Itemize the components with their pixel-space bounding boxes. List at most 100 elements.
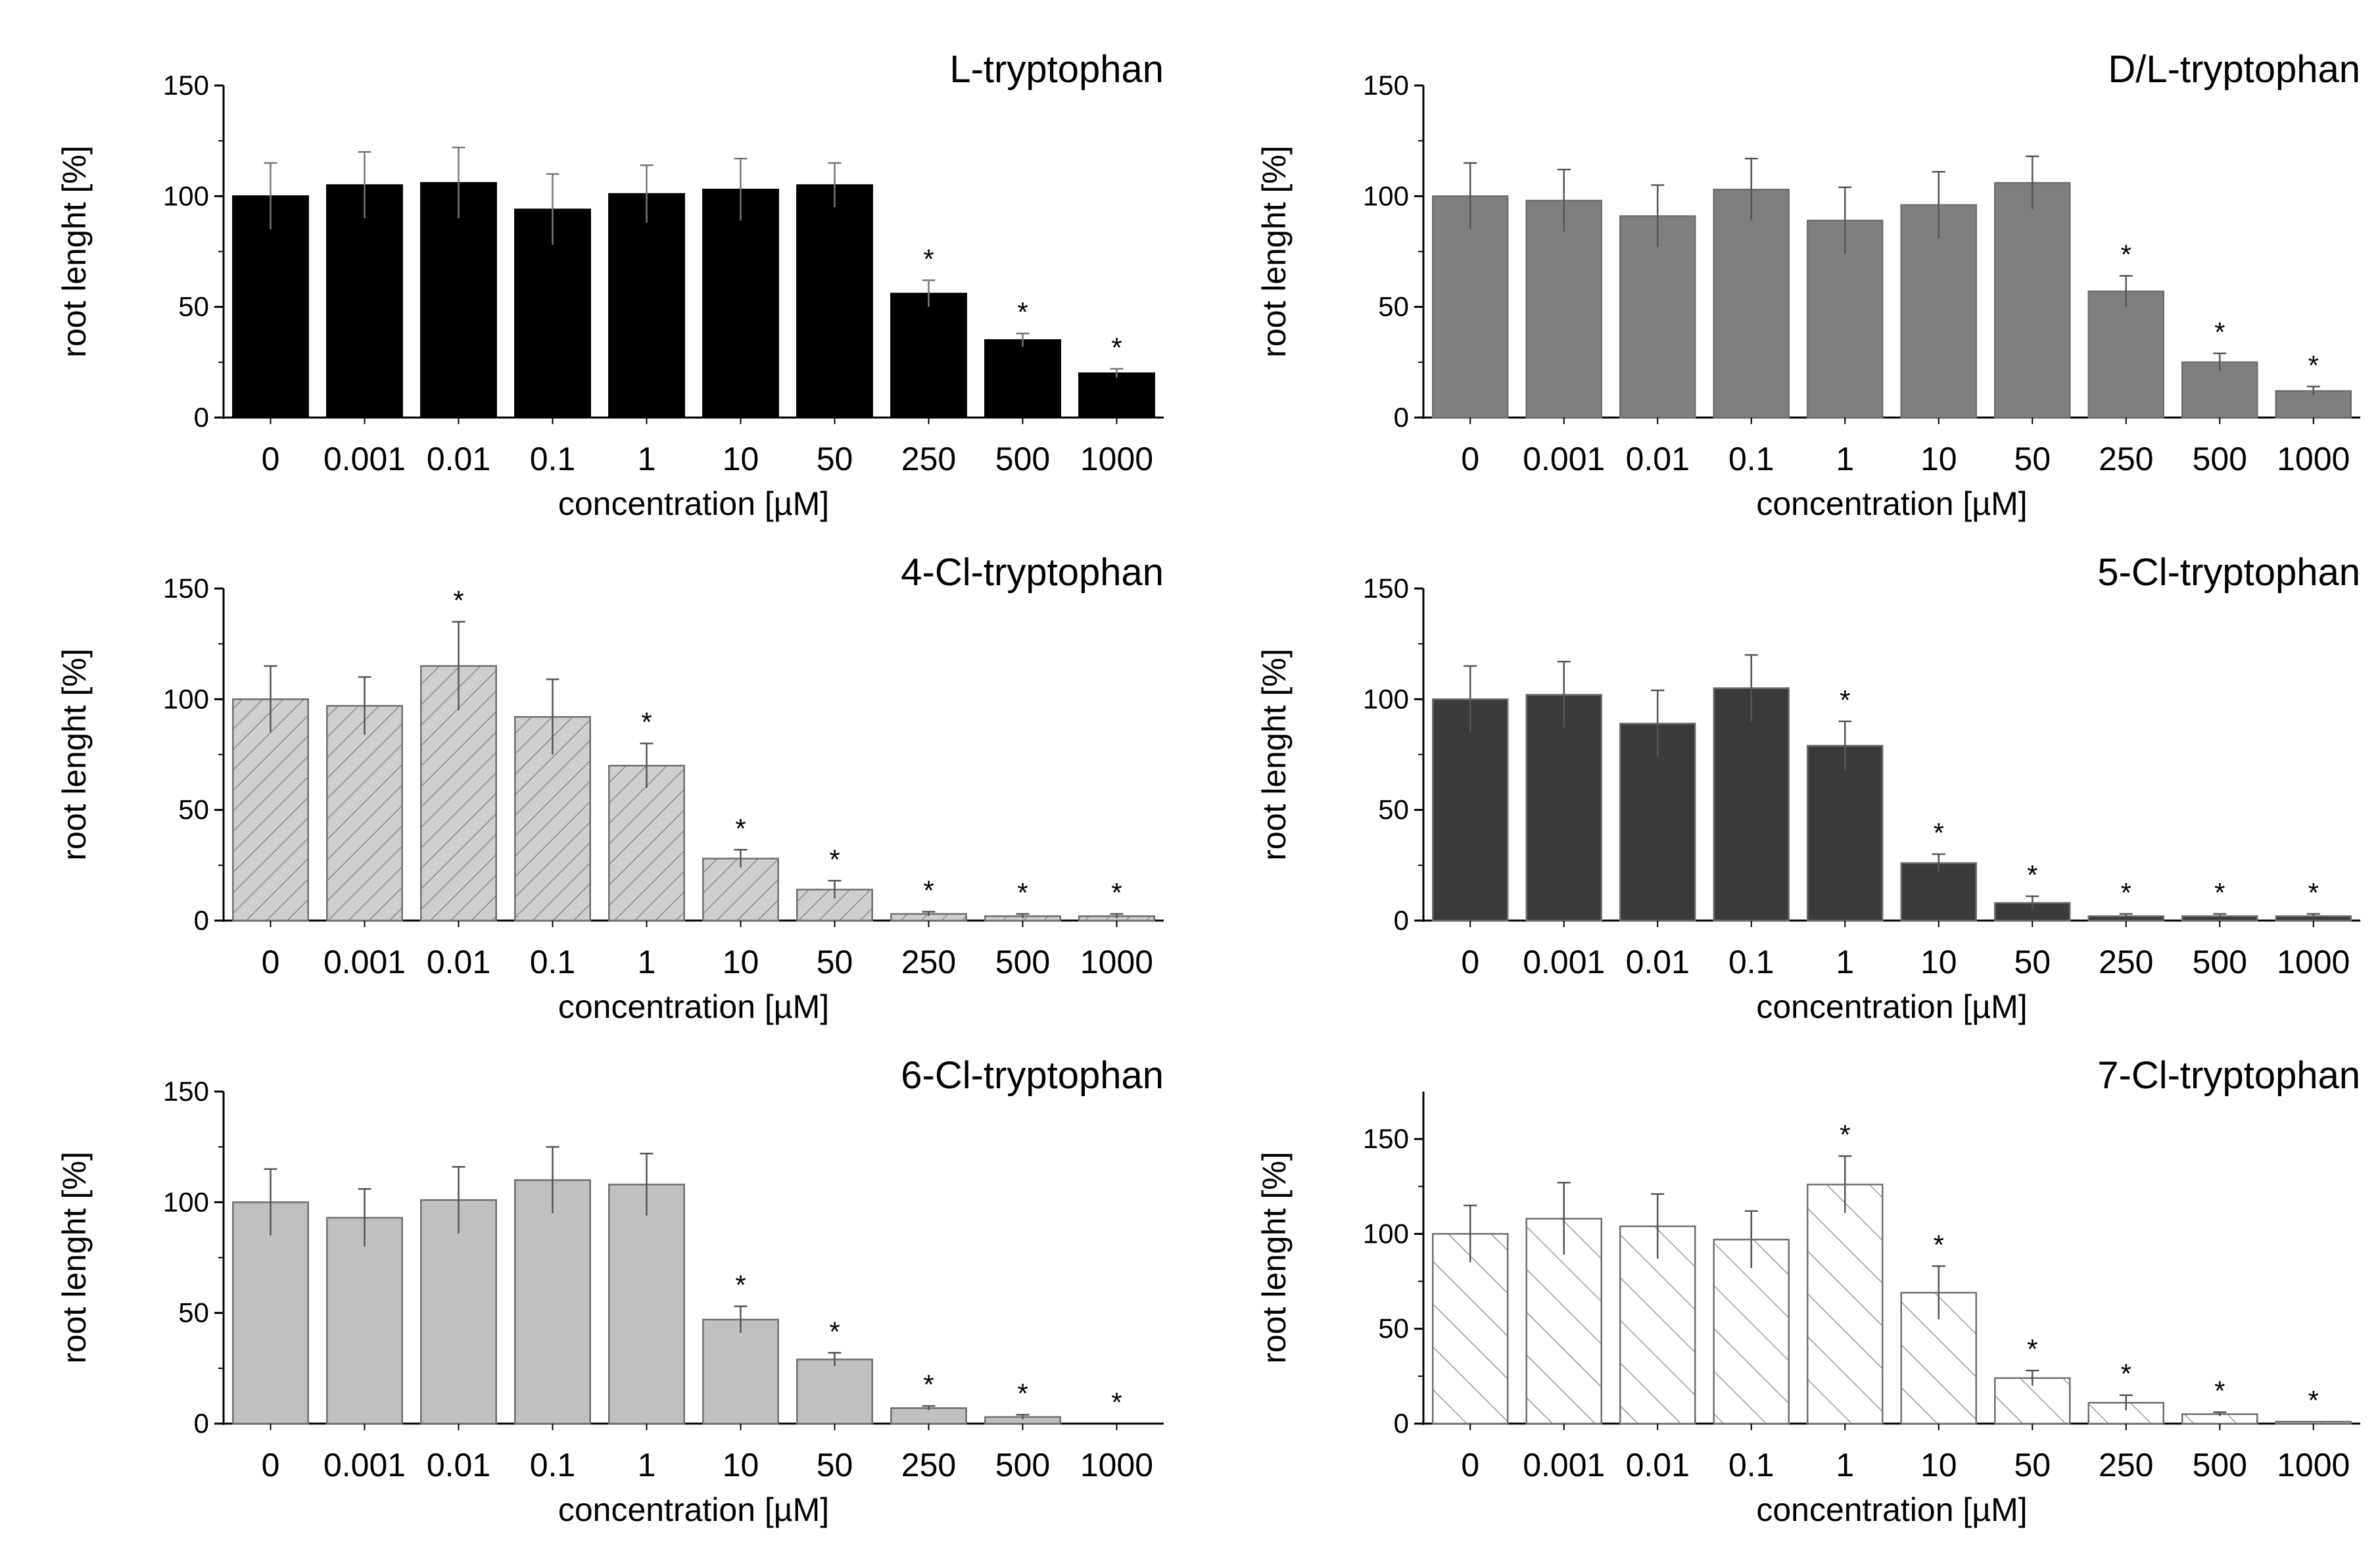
x-axis-label: concentration [µM] — [558, 988, 829, 1025]
bar — [608, 193, 685, 419]
x-tick-label: 250 — [2099, 1447, 2153, 1483]
bar — [1525, 199, 1602, 419]
bar — [1525, 694, 1602, 922]
bar — [702, 188, 779, 419]
bar — [514, 1179, 591, 1425]
y-tick-label: 150 — [163, 1076, 209, 1107]
y-tick-label: 100 — [163, 180, 209, 211]
significance-marker: * — [2308, 1385, 2319, 1416]
x-tick-label: 0.1 — [1728, 441, 1774, 477]
bar — [1078, 372, 1155, 419]
significance-marker: * — [735, 1270, 746, 1301]
chart-panel-6: 0 50 100 150 0 0.001 0.01 0.1 1 * 10 * 50 * 250 * 500 * 10… — [1256, 1054, 2360, 1528]
x-axis-label: concentration [µM] — [1756, 988, 2027, 1025]
y-tick-label: 50 — [178, 291, 209, 322]
y-axis-label: root lenght [%] — [1256, 145, 1293, 357]
x-tick-label: 50 — [2014, 944, 2051, 980]
x-axis-label: concentration [µM] — [558, 485, 829, 522]
significance-marker: * — [1017, 1378, 1028, 1409]
x-tick-label: 50 — [2014, 441, 2051, 477]
significance-marker: * — [1111, 877, 1122, 908]
significance-marker: * — [2214, 877, 2225, 908]
x-tick-label: 0.1 — [530, 944, 576, 980]
significance-marker: * — [1017, 877, 1028, 908]
x-tick-label: 1 — [1836, 1447, 1854, 1483]
chart-panel-1: 0 50 100 150 0 0.001 0.01 0.1 1 10 50 250 * 500 * 1000 *… — [56, 48, 1164, 522]
chart-title: 6-Cl-tryptophan — [901, 1054, 1164, 1097]
y-tick-label: 50 — [1378, 291, 1409, 322]
significance-marker: * — [1934, 817, 1944, 848]
bar — [608, 1184, 685, 1425]
significance-marker: * — [2308, 877, 2319, 908]
significance-marker: * — [1934, 1229, 1944, 1260]
significance-marker: * — [735, 813, 746, 844]
significance-marker: * — [2214, 316, 2225, 347]
x-tick-label: 1 — [1836, 944, 1854, 980]
significance-marker: * — [2121, 877, 2131, 908]
y-axis-label: root lenght [%] — [56, 145, 93, 357]
x-tick-label: 0.1 — [530, 1447, 576, 1483]
x-tick-label: 0 — [262, 441, 280, 477]
significance-marker: * — [829, 1316, 840, 1347]
significance-marker: * — [2214, 1376, 2225, 1407]
y-axis-label: root lenght [%] — [1256, 648, 1293, 860]
significance-marker: * — [453, 585, 464, 616]
chart-title: 4-Cl-tryptophan — [901, 551, 1164, 594]
bar — [1994, 1377, 2071, 1425]
bar — [702, 1318, 779, 1425]
x-tick-label: 10 — [723, 1447, 759, 1483]
chart-title: L-tryptophan — [949, 48, 1164, 91]
significance-marker: * — [2027, 1334, 2037, 1364]
x-tick-label: 500 — [995, 1447, 1050, 1483]
bar — [890, 1407, 967, 1425]
x-tick-label: 250 — [901, 944, 956, 980]
x-tick-label: 0 — [262, 1447, 280, 1483]
x-tick-label: 250 — [901, 441, 956, 477]
x-tick-label: 0.001 — [1523, 944, 1605, 980]
x-axis-label: concentration [µM] — [1756, 1491, 2027, 1528]
x-tick-label: 250 — [2099, 944, 2153, 980]
y-tick-label: 100 — [163, 683, 209, 714]
x-tick-label: 250 — [2099, 441, 2153, 477]
x-tick-label: 1000 — [2277, 1447, 2350, 1483]
y-tick-label: 50 — [178, 1297, 209, 1328]
significance-marker: * — [1840, 1119, 1850, 1150]
significance-marker: * — [829, 844, 840, 875]
x-tick-label: 50 — [2014, 1447, 2051, 1483]
x-tick-label: 10 — [723, 441, 759, 477]
x-tick-label: 1 — [638, 1447, 656, 1483]
bar — [2275, 1420, 2352, 1425]
x-tick-label: 0.1 — [1728, 1447, 1774, 1483]
chart-title: 5-Cl-tryptophan — [2097, 551, 2360, 594]
y-tick-label: 50 — [178, 794, 209, 825]
y-tick-label: 150 — [1363, 70, 1409, 101]
y-tick-label: 50 — [1378, 1313, 1409, 1344]
bar — [1994, 181, 2071, 419]
significance-marker: * — [1111, 1387, 1122, 1418]
chart-panel-2: 0 50 100 150 0 0.001 0.01 0.1 1 10 50 250 * 500 * 1000 *… — [1256, 48, 2360, 522]
bar — [232, 195, 309, 419]
x-tick-label: 0.001 — [323, 441, 406, 477]
x-tick-label: 1 — [1836, 441, 1854, 477]
bar — [1432, 195, 1509, 419]
chart-title: 7-Cl-tryptophan — [2097, 1054, 2360, 1097]
x-tick-label: 1000 — [1080, 441, 1153, 477]
y-tick-label: 100 — [1363, 683, 1409, 714]
x-tick-label: 500 — [995, 944, 1050, 980]
x-tick-label: 1000 — [2277, 944, 2350, 980]
bar — [326, 184, 403, 419]
x-tick-label: 0 — [262, 944, 280, 980]
bar — [2087, 290, 2164, 419]
y-tick-label: 100 — [1363, 180, 1409, 211]
x-tick-label: 0.001 — [1523, 1447, 1605, 1483]
x-tick-label: 500 — [995, 441, 1050, 477]
x-tick-label: 1 — [638, 944, 656, 980]
x-tick-label: 1 — [638, 441, 656, 477]
significance-marker: * — [2121, 239, 2131, 270]
y-tick-label: 150 — [1363, 573, 1409, 604]
x-tick-label: 0.01 — [1626, 441, 1690, 477]
bar — [796, 1359, 873, 1425]
significance-marker: * — [923, 875, 934, 906]
y-tick-label: 100 — [163, 1186, 209, 1217]
